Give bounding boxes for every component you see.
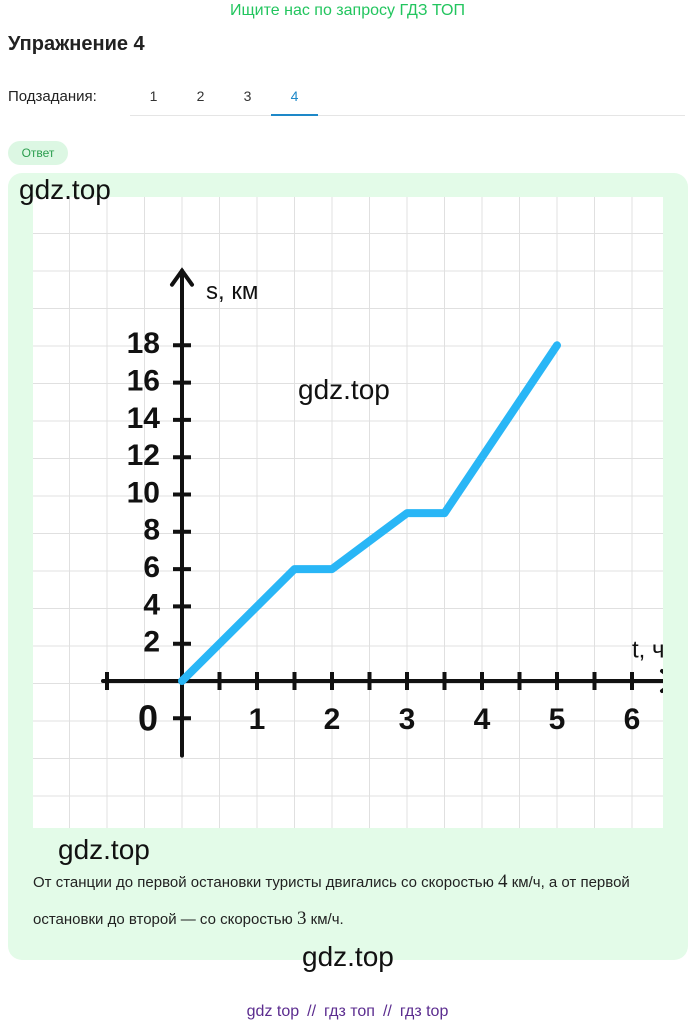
watermark: gdz.top bbox=[58, 834, 150, 865]
subtasks-label: Подзадания: bbox=[8, 88, 97, 105]
footer-link[interactable]: гдз top bbox=[399, 1003, 449, 1020]
x-tick-label: 0 bbox=[138, 698, 158, 739]
answer-segment: км/ч. bbox=[306, 911, 344, 928]
data-line bbox=[178, 341, 561, 685]
y-tick-label: 4 bbox=[143, 588, 160, 621]
x-tick-label: 6 bbox=[624, 703, 641, 736]
x-tick-label: 1 bbox=[249, 703, 266, 736]
footer-link[interactable]: gdz top bbox=[246, 1003, 300, 1020]
answer-badge[interactable]: Ответ bbox=[8, 141, 68, 165]
x-axis-label: t, ч bbox=[632, 636, 663, 663]
y-tick-label: 8 bbox=[143, 514, 160, 547]
y-tick-label: 2 bbox=[143, 626, 160, 659]
subtask-tab[interactable]: 3 bbox=[243, 88, 252, 104]
footer-link[interactable]: гдз топ bbox=[324, 1003, 375, 1020]
x-tick-label: 5 bbox=[549, 703, 566, 736]
tabs: 1 2 3 4 bbox=[130, 78, 685, 116]
subtask-tab[interactable]: 1 bbox=[149, 88, 158, 104]
answer-segment: От станции до первой остановки туристы д… bbox=[33, 874, 499, 891]
y-tick-label: 10 bbox=[127, 476, 160, 509]
x-tick-label: 4 bbox=[474, 703, 491, 736]
y-axis-label: s, км bbox=[206, 278, 258, 305]
separator: // bbox=[307, 1003, 317, 1020]
watermark: gdz.top bbox=[19, 174, 111, 205]
y-tick-label: 18 bbox=[127, 327, 160, 360]
x-tick-label: 2 bbox=[324, 703, 341, 736]
y-tick-label: 6 bbox=[143, 551, 160, 584]
watermark: gdz.top bbox=[298, 374, 390, 405]
banner[interactable]: Ищите нас по запросу ГДЗ ТОП bbox=[230, 2, 465, 19]
answer-text: От станции до первой остановки туристы д… bbox=[33, 864, 668, 938]
paper-grid bbox=[33, 197, 663, 828]
footer: gdz top // гдз топ // гдз top bbox=[0, 1003, 695, 1021]
subtask-tab[interactable]: 2 bbox=[196, 88, 205, 104]
separator: // bbox=[382, 1003, 392, 1020]
answer-segment: км/ч, а от первой остановки до второй — … bbox=[33, 874, 630, 928]
math-number: 3 bbox=[296, 908, 307, 929]
y-tick-label: 12 bbox=[127, 439, 160, 472]
watermark: gdz.top bbox=[302, 941, 394, 972]
title: Упражнение 4 bbox=[8, 33, 145, 55]
subtask-tab[interactable]: 4 bbox=[271, 78, 318, 116]
y-arrow bbox=[170, 267, 194, 287]
y-tick-label: 16 bbox=[127, 365, 160, 398]
x-tick-label: 3 bbox=[399, 703, 416, 736]
math-number: 4 bbox=[498, 871, 508, 892]
y-tick-label: 14 bbox=[127, 402, 161, 435]
